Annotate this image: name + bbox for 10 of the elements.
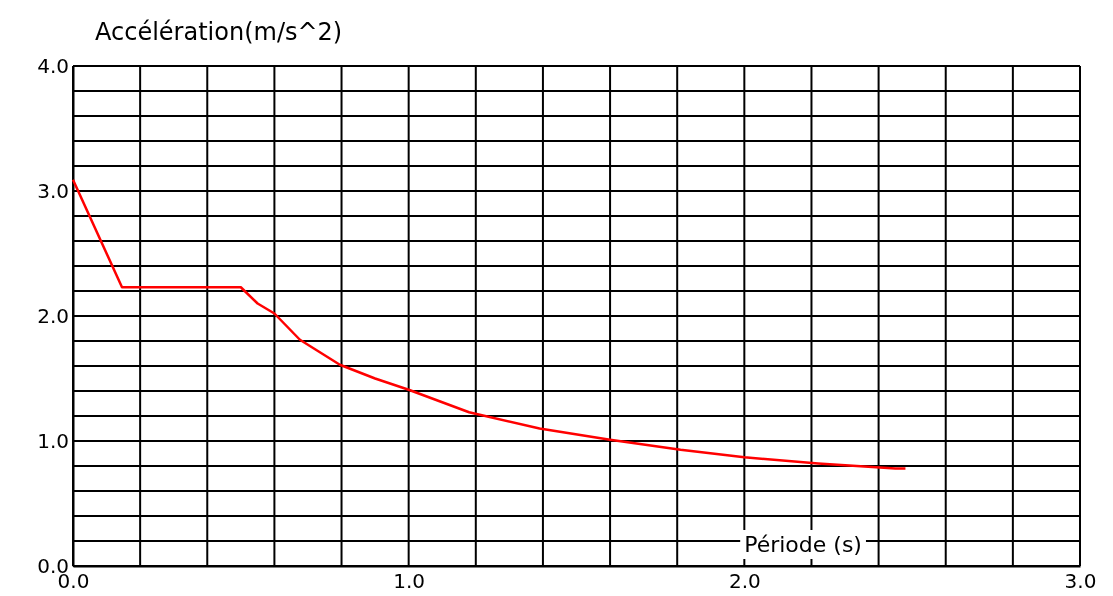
y-tick-label: 3.0 bbox=[37, 178, 69, 203]
x-tick-label: 3.0 bbox=[1064, 569, 1097, 593]
line-series bbox=[71, 178, 907, 470]
x-tick-label: 1.0 bbox=[393, 569, 426, 593]
y-axis-title: Accélération(m/s^2) bbox=[95, 18, 343, 46]
x-axis-title: Période (s) bbox=[744, 532, 862, 557]
y-tick-label: 4.0 bbox=[37, 53, 69, 78]
x-tick-label: 2.0 bbox=[728, 569, 761, 593]
y-tick-label: 1.0 bbox=[37, 428, 69, 453]
y-tick-label: 2.0 bbox=[37, 303, 69, 328]
